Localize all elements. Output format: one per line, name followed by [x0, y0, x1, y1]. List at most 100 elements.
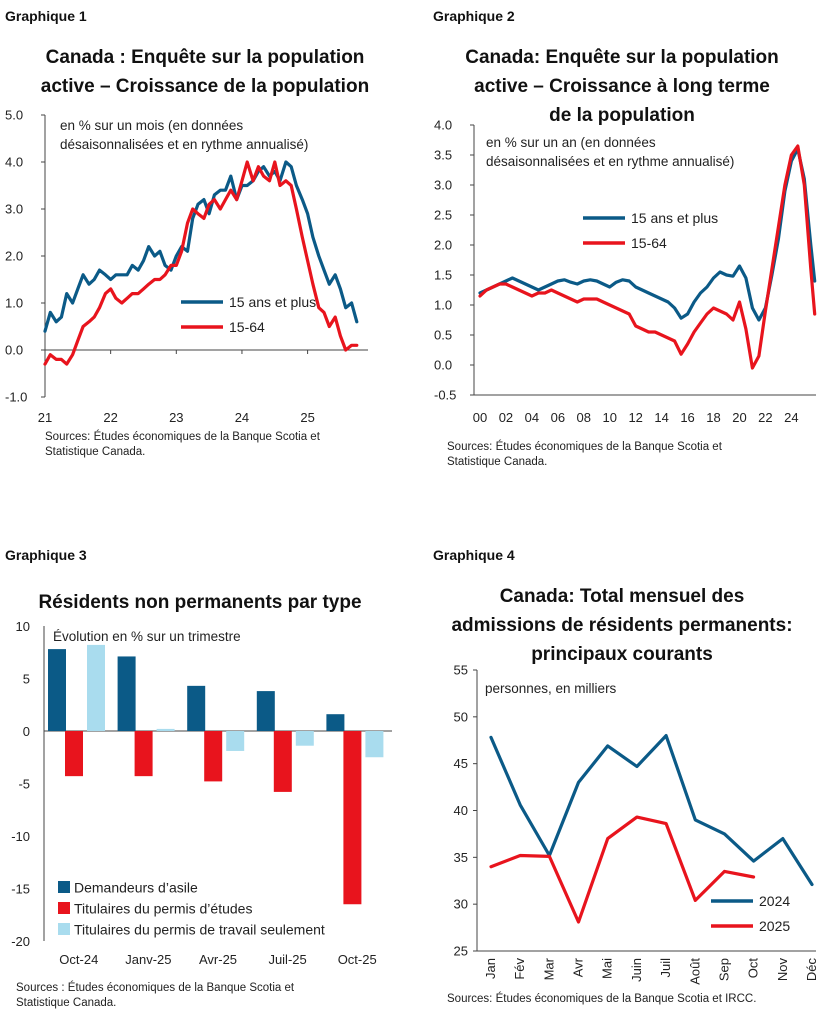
chart-2-y-tick-label: 4.0 — [434, 118, 452, 133]
chart-4-x-tick-label: Mar — [541, 957, 556, 980]
chart-3-y-tick-label: -10 — [11, 829, 30, 844]
chart-1-y-tick-label: 1.0 — [5, 296, 23, 311]
chart-2-y-tick-label: -0.5 — [434, 388, 456, 403]
chart-4-x-tick-label: Déc — [804, 958, 819, 982]
chart-3-bar-work — [365, 731, 384, 758]
chart-1-y-tick-label: 4.0 — [5, 155, 23, 170]
chart-1-y-tick-label: 5.0 — [5, 108, 23, 123]
chart-3-source-line-2: Statistique Canada. — [16, 997, 117, 1009]
chart-2-x-tick-label: 04 — [525, 410, 539, 425]
chart-4-x-tick-label: Juin — [629, 958, 644, 982]
chart-3-bar-work — [87, 644, 105, 731]
chart-3-legend-label: Titulaires du permis d’études — [74, 901, 252, 917]
chart-1-x-tick-label: 24 — [235, 410, 249, 425]
chart-3-title-line-1: Résidents non permanents par type — [38, 592, 362, 613]
chart-2-legend-label: 15 ans et plus — [631, 210, 718, 226]
chart-2-y-tick-label: 1.0 — [434, 298, 452, 313]
chart-2-x-tick-label: 10 — [602, 410, 616, 425]
chart-3-bar-work — [156, 728, 175, 731]
chart-2-x-tick-label: 18 — [706, 410, 720, 425]
chart-1-legend-label: 15-64 — [229, 319, 265, 335]
chart-1-y-tick-label: 2.0 — [5, 249, 23, 264]
chart-1-x-tick-label: 21 — [38, 410, 52, 425]
chart-1-y-tick-label: -1.0 — [5, 390, 27, 405]
chart-3-y-tick-label: 5 — [23, 672, 30, 687]
chart-3-y-tick-label: 10 — [16, 619, 30, 634]
chart-2-y-tick-label: 0.0 — [434, 358, 452, 373]
chart-1-plot: 5.0 4.0 3.0 2.0 1.0 0.0 -1.0 en % sur un mois (… — [5, 108, 368, 425]
chart-4-x-tick-label: Mai — [600, 958, 615, 979]
chart-2-x-tick-label: 06 — [551, 410, 565, 425]
chart-2-x-tick-label: 14 — [654, 410, 668, 425]
chart-4-x-tick-label: Oct — [746, 958, 761, 979]
chart-3-x-tick-label: Juil-25 — [268, 952, 306, 967]
chart-2-title: Canada: Enquête sur la population active… — [418, 43, 826, 130]
chart-3-label: Graphique 3 — [5, 547, 87, 563]
chart-4-series-b-line — [489, 815, 756, 924]
chart-1-source-line-2: Statistique Canada. — [45, 446, 146, 458]
chart-2-label: Graphique 2 — [433, 8, 515, 24]
chart-4-title-line-3: principaux courants — [531, 644, 713, 665]
chart-2-title-line-1: Canada: Enquête sur la population — [465, 47, 779, 68]
chart-3-y-tick-label: -15 — [11, 882, 30, 897]
chart-2-x-tick-label: 16 — [680, 410, 694, 425]
chart-3-bar-work — [226, 731, 245, 751]
chart-4-title: Canada: Total mensuel des admissions de … — [418, 582, 826, 669]
chart-3-legend-label: Demandeurs d’asile — [74, 880, 198, 896]
chart-2-x-tick-label: 24 — [784, 410, 798, 425]
chart-1-label: Graphique 1 — [5, 8, 87, 24]
chart-3-x-tick-label: Oct-24 — [59, 952, 98, 967]
chart-3-x-tick-label: Oct-25 — [338, 952, 377, 967]
chart-3-bar-study — [65, 731, 83, 777]
chart-1-title: Canada : Enquête sur la population activ… — [0, 43, 410, 101]
chart-4-series-a-line — [489, 733, 814, 887]
chart-3-bar-asylum — [117, 656, 136, 731]
chart-4-x-tick-label: Fév — [512, 958, 527, 980]
chart-2-x-tick-label: 08 — [577, 410, 591, 425]
chart-4-y-tick-label: 45 — [454, 756, 468, 771]
chart-2-source: Sources: Études économiques de la Banque… — [447, 440, 722, 470]
chart-3-bar-asylum — [48, 649, 66, 731]
chart-4-x-tick-label: Août — [687, 958, 702, 985]
chart-2-annotation: désaisonnalisées et en rythme annualisé) — [486, 154, 734, 169]
chart-1-annotation: en % sur un mois (en données — [60, 118, 243, 133]
chart-2-y-tick-label: 2.0 — [434, 238, 452, 253]
chart-1-series-b-line — [43, 160, 359, 366]
chart-3-y-tick-label: -5 — [18, 777, 30, 792]
chart-2-y-tick-label: 3.5 — [434, 148, 452, 163]
chart-2-x-tick-label: 02 — [499, 410, 513, 425]
chart-4-y-tick-label: 35 — [454, 850, 468, 865]
chart-2-x-tick-label: 12 — [628, 410, 642, 425]
chart-4-label: Graphique 4 — [433, 547, 515, 563]
chart-3-x-tick-label: Avr-25 — [199, 952, 237, 967]
chart-3-bar-asylum — [256, 691, 275, 731]
chart-1-x-tick-label: 25 — [300, 410, 314, 425]
chart-4-title-line-1: Canada: Total mensuel des — [499, 586, 745, 607]
chart-3-annotation: Évolution en % sur un trimestre — [53, 629, 241, 644]
chart-4-y-tick-label: 30 — [454, 897, 468, 912]
chart-1-y-tick-label: 3.0 — [5, 202, 23, 217]
chart-2-source-line-1: Sources: Études économiques de la Banque… — [447, 441, 722, 453]
chart-3-legend-swatch — [58, 881, 70, 893]
chart-2-y-tick-label: 3.0 — [434, 178, 452, 193]
chart-2-series-b-line — [478, 144, 817, 370]
chart-1-source: Sources: Études économiques de la Banque… — [45, 430, 320, 460]
chart-4-x-tick-label: Sep — [716, 958, 731, 981]
chart-3-bar-asylum — [187, 685, 206, 731]
chart-2-x-tick-label: 00 — [473, 410, 487, 425]
chart-4-plot: 55 50 45 40 35 30 25 personnes, en milliers 2024… — [454, 663, 819, 985]
chart-4-legend-label: 2024 — [759, 893, 790, 909]
chart-1-x-tick-label: 22 — [103, 410, 117, 425]
chart-4-y-tick-label: 40 — [454, 803, 468, 818]
chart-2-legend-label: 15-64 — [631, 235, 667, 251]
chart-3-legend-swatch — [58, 923, 70, 935]
chart-3-bar-study — [204, 731, 223, 782]
chart-4-annotation: personnes, en milliers — [485, 681, 617, 696]
chart-3-title: Résidents non permanents par type — [0, 588, 400, 617]
chart-3-y-tick-label: -20 — [11, 934, 30, 949]
chart-4-x-tick-label: Avr — [571, 957, 586, 977]
chart-1-legend-label: 15 ans et plus — [229, 294, 316, 310]
chart-1-title-line-1: Canada : Enquête sur la population — [45, 47, 365, 68]
chart-3-bar-study — [273, 731, 292, 792]
chart-2-annotation: en % sur un an (en données — [486, 135, 656, 150]
